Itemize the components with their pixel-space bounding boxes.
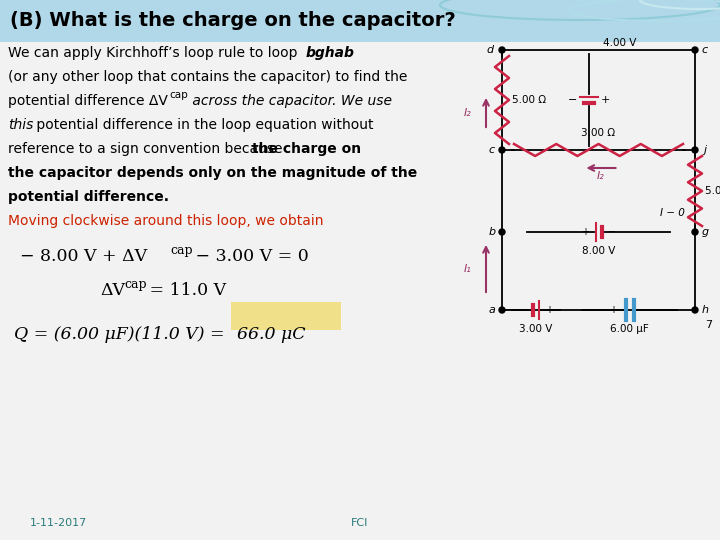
Text: (or any other loop that contains the capacitor) to find the: (or any other loop that contains the cap…	[8, 70, 408, 84]
Text: b: b	[488, 227, 495, 237]
Text: Q = (6.00 μF)(11.0 V) =: Q = (6.00 μF)(11.0 V) =	[14, 326, 230, 343]
Circle shape	[692, 47, 698, 53]
Text: −: −	[642, 305, 649, 315]
Text: the charge on: the charge on	[252, 142, 361, 156]
Text: I₁: I₁	[464, 264, 472, 273]
Text: I − 0: I − 0	[660, 208, 685, 218]
Text: +: +	[582, 227, 590, 237]
Text: 7: 7	[705, 320, 712, 330]
Text: the capacitor depends only on the magnitude of the: the capacitor depends only on the magnit…	[8, 166, 418, 180]
Text: −: −	[519, 305, 527, 315]
Text: +: +	[610, 305, 618, 315]
Text: FCI: FCI	[351, 518, 369, 528]
FancyBboxPatch shape	[231, 302, 341, 330]
Text: +: +	[545, 305, 553, 315]
Text: +: +	[601, 95, 611, 105]
Text: across the capacitor. We use: across the capacitor. We use	[188, 94, 392, 108]
Text: −: −	[608, 227, 616, 237]
Text: ΔV: ΔV	[100, 282, 125, 299]
Text: potential difference in the loop equation without: potential difference in the loop equatio…	[32, 118, 374, 132]
Text: 6.00 μF: 6.00 μF	[610, 324, 649, 334]
Text: bghab: bghab	[306, 46, 355, 60]
Text: cap: cap	[124, 278, 147, 291]
Text: j: j	[703, 145, 706, 155]
Text: I₂: I₂	[597, 171, 605, 181]
Circle shape	[499, 47, 505, 53]
Text: 3.00 V: 3.00 V	[519, 324, 553, 334]
Text: reference to a sign convention because: reference to a sign convention because	[8, 142, 287, 156]
Text: 8.00 V: 8.00 V	[582, 246, 615, 256]
Text: −: −	[504, 305, 512, 315]
Text: − 8.00 V + ΔV: − 8.00 V + ΔV	[20, 248, 147, 265]
Circle shape	[499, 147, 505, 153]
Text: 66.0 μC: 66.0 μC	[237, 326, 305, 343]
Text: c: c	[702, 45, 708, 55]
Text: potential difference ΔV: potential difference ΔV	[8, 94, 168, 108]
Circle shape	[692, 229, 698, 235]
Text: 1-11-2017: 1-11-2017	[30, 518, 87, 528]
Text: Moving clockwise around this loop, we obtain: Moving clockwise around this loop, we ob…	[8, 214, 323, 228]
Text: c: c	[489, 145, 495, 155]
Circle shape	[499, 229, 505, 235]
Text: cap: cap	[170, 244, 193, 257]
Text: 5.00 Ω: 5.00 Ω	[512, 95, 546, 105]
Text: We can apply Kirchhoff’s loop rule to loop: We can apply Kirchhoff’s loop rule to lo…	[8, 46, 302, 60]
Text: 3.00 Ω: 3.00 Ω	[582, 128, 616, 138]
Text: d: d	[487, 45, 494, 55]
Text: a: a	[489, 305, 495, 315]
Text: − 3.00 V = 0: − 3.00 V = 0	[190, 248, 309, 265]
Circle shape	[692, 147, 698, 153]
Bar	[0, 0, 720, 42]
Text: this: this	[8, 118, 33, 132]
Text: 4.00 V: 4.00 V	[603, 38, 636, 48]
Circle shape	[499, 307, 505, 313]
Text: h: h	[701, 305, 708, 315]
Text: = 11.0 V: = 11.0 V	[144, 282, 226, 299]
Text: 5.00 Ω: 5.00 Ω	[705, 186, 720, 196]
Text: cap: cap	[169, 90, 188, 100]
Text: I₂: I₂	[464, 107, 472, 118]
Circle shape	[692, 307, 698, 313]
Text: −: −	[567, 95, 577, 105]
Text: g: g	[701, 227, 708, 237]
Text: potential difference.: potential difference.	[8, 190, 169, 204]
Text: (B) What is the charge on the capacitor?: (B) What is the charge on the capacitor?	[10, 11, 456, 30]
